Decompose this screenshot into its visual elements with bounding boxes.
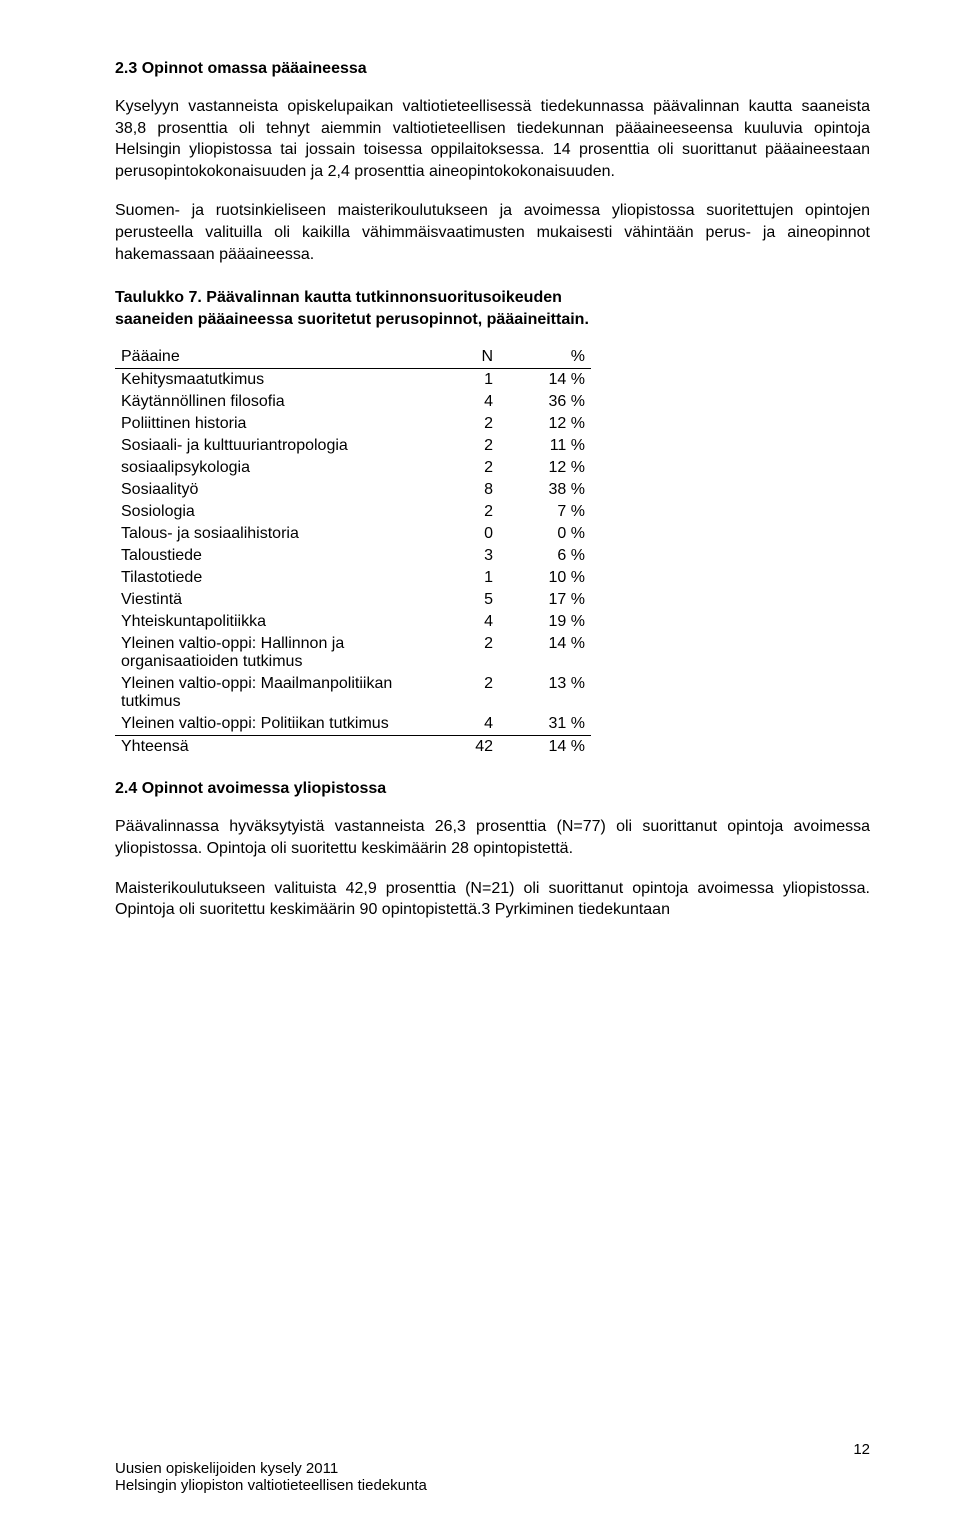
table-row: Sosiologia 2 7 % xyxy=(115,501,591,523)
table-cell: Kehitysmaatutkimus xyxy=(115,369,437,392)
page-number: 12 xyxy=(853,1441,870,1458)
table-cell: 2 xyxy=(437,435,499,457)
table-cell: Sosiologia xyxy=(115,501,437,523)
table-row: Kehitysmaatutkimus 1 14 % xyxy=(115,369,591,392)
table-cell: 19 % xyxy=(499,611,591,633)
table-cell: 14 % xyxy=(499,369,591,392)
table-cell: 4 xyxy=(437,713,499,736)
table-cell: Poliittinen historia xyxy=(115,413,437,435)
table-cell: 4 xyxy=(437,391,499,413)
table-cell: Yhteensä xyxy=(115,736,437,759)
table-header-cell: N xyxy=(437,346,499,369)
table-cell: Käytännöllinen filosofia xyxy=(115,391,437,413)
table-cell: Yleinen valtio-oppi: Politiikan tutkimus xyxy=(115,713,437,736)
table-total-row: Yhteensä 42 14 % xyxy=(115,736,591,759)
table-row: Taloustiede 3 6 % xyxy=(115,545,591,567)
table-cell: sosiaalipsykologia xyxy=(115,457,437,479)
table-cell: Sosiaali- ja kulttuuriantropologia xyxy=(115,435,437,457)
table-cell: 1 xyxy=(437,369,499,392)
table-cell: 7 % xyxy=(499,501,591,523)
table-cell: Taloustiede xyxy=(115,545,437,567)
table-cell: 2 xyxy=(437,633,499,673)
table-cell: 10 % xyxy=(499,567,591,589)
table-row: Tilastotiede 1 10 % xyxy=(115,567,591,589)
table-row: Yhteiskuntapolitiikka 4 19 % xyxy=(115,611,591,633)
table-cell: 17 % xyxy=(499,589,591,611)
table-cell: 2 xyxy=(437,413,499,435)
table-cell: 14 % xyxy=(499,633,591,673)
table-row: Talous- ja sosiaalihistoria 0 0 % xyxy=(115,523,591,545)
table-cell: 12 % xyxy=(499,457,591,479)
table-row: Viestintä 5 17 % xyxy=(115,589,591,611)
table-cell: 0 % xyxy=(499,523,591,545)
table-caption: Taulukko 7. Päävalinnan kautta tutkinnon… xyxy=(115,287,615,330)
table-header-cell: Pääaine xyxy=(115,346,437,369)
table-row: Sosiaali- ja kulttuuriantropologia 2 11 … xyxy=(115,435,591,457)
table-cell: 38 % xyxy=(499,479,591,501)
table-cell: 4 xyxy=(437,611,499,633)
table-cell: 11 % xyxy=(499,435,591,457)
footer-line: Uusien opiskelijoiden kysely 2011 xyxy=(115,1460,870,1477)
table-row: Poliittinen historia 2 12 % xyxy=(115,413,591,435)
table-cell: 1 xyxy=(437,567,499,589)
table-row: Yleinen valtio-oppi: Maailmanpolitiikan … xyxy=(115,673,591,713)
table-cell: 3 xyxy=(437,545,499,567)
table-cell: 42 xyxy=(437,736,499,759)
document-page: 2.3 Opinnot omassa pääaineessa Kyselyyn … xyxy=(0,0,960,1529)
section-heading-2-3: 2.3 Opinnot omassa pääaineessa xyxy=(115,60,870,78)
paragraph: Maisterikoulutukseen valituista 42,9 pro… xyxy=(115,878,870,921)
table-row: Käytännöllinen filosofia 4 36 % xyxy=(115,391,591,413)
table-cell: 12 % xyxy=(499,413,591,435)
table-row: sosiaalipsykologia 2 12 % xyxy=(115,457,591,479)
table-cell: 31 % xyxy=(499,713,591,736)
table-cell: Yleinen valtio-oppi: Maailmanpolitiikan … xyxy=(115,673,437,713)
table-cell: 36 % xyxy=(499,391,591,413)
table-7: Pääaine N % Kehitysmaatutkimus 1 14 % Kä… xyxy=(115,346,591,758)
table-row: Yleinen valtio-oppi: Hallinnon ja organi… xyxy=(115,633,591,673)
table-cell: 2 xyxy=(437,501,499,523)
table-cell: 13 % xyxy=(499,673,591,713)
paragraph: Kyselyyn vastanneista opiskelupaikan val… xyxy=(115,96,870,182)
section-heading-2-4: 2.4 Opinnot avoimessa yliopistossa xyxy=(115,780,870,798)
table-cell: Sosiaalityö xyxy=(115,479,437,501)
table-cell: 14 % xyxy=(499,736,591,759)
page-footer: 12 Uusien opiskelijoiden kysely 2011 Hel… xyxy=(115,1441,870,1494)
table-cell: Viestintä xyxy=(115,589,437,611)
table-cell: Tilastotiede xyxy=(115,567,437,589)
table-cell: Yleinen valtio-oppi: Hallinnon ja organi… xyxy=(115,633,437,673)
paragraph: Päävalinnassa hyväksytyistä vastanneista… xyxy=(115,816,870,859)
table-header-row: Pääaine N % xyxy=(115,346,591,369)
table-row: Sosiaalityö 8 38 % xyxy=(115,479,591,501)
paragraph: Suomen- ja ruotsinkieliseen maisterikoul… xyxy=(115,200,870,265)
footer-line: Helsingin yliopiston valtiotieteellisen … xyxy=(115,1477,870,1494)
table-header-cell: % xyxy=(499,346,591,369)
table-cell: 6 % xyxy=(499,545,591,567)
table-cell: Talous- ja sosiaalihistoria xyxy=(115,523,437,545)
table-cell: 2 xyxy=(437,457,499,479)
table-cell: 0 xyxy=(437,523,499,545)
table-cell: Yhteiskuntapolitiikka xyxy=(115,611,437,633)
table-cell: 8 xyxy=(437,479,499,501)
table-row: Yleinen valtio-oppi: Politiikan tutkimus… xyxy=(115,713,591,736)
table-cell: 5 xyxy=(437,589,499,611)
table-cell: 2 xyxy=(437,673,499,713)
